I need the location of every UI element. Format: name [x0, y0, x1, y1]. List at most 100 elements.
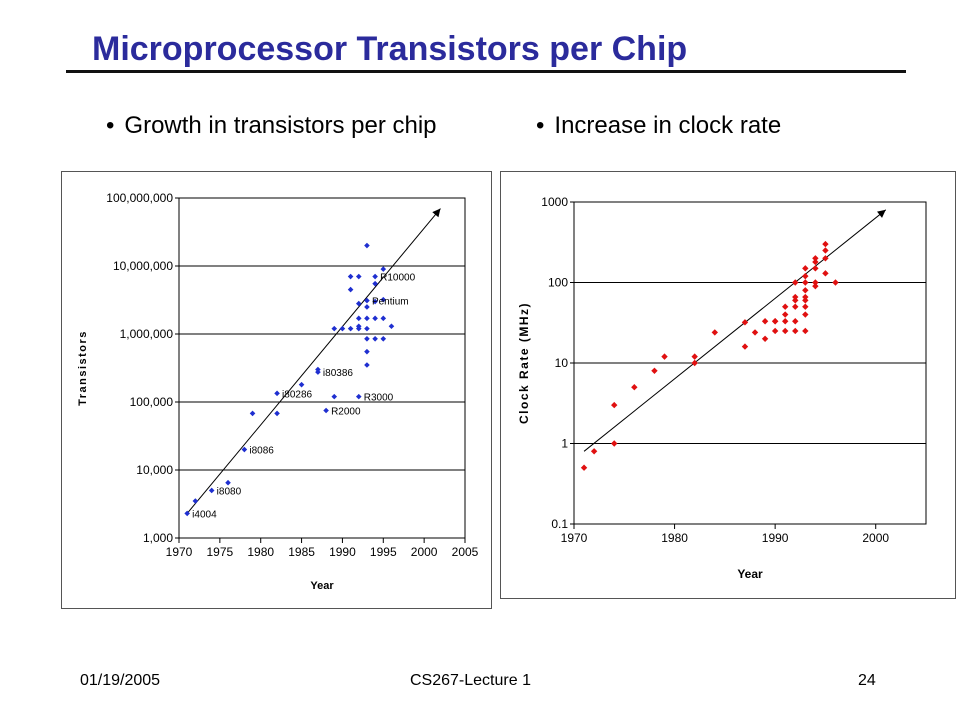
clock-data-point: [792, 303, 799, 310]
clock-data-point: [822, 247, 829, 254]
footer-date: 01/19/2005: [80, 672, 161, 689]
clock-y-tick-label: 10: [555, 356, 569, 370]
footer-course: CS267-Lecture 1: [410, 672, 531, 689]
bullet-dot: •: [106, 112, 115, 139]
clock-data-point: [822, 240, 829, 248]
clock-data-point: [782, 311, 789, 318]
transistors-x-axis-label: Year: [310, 580, 334, 592]
clock-data-point: [741, 319, 749, 326]
transistors-data-point: [355, 315, 362, 322]
clock-x-tick-label: 1980: [661, 531, 688, 545]
transistors-x-tick-label: 2000: [411, 545, 438, 559]
transistors-annotation-label: R3000: [364, 393, 394, 404]
transistors-data-point: [355, 300, 362, 307]
transistors-annotation-label: i8080: [217, 486, 242, 497]
clock-data-point: [812, 279, 819, 286]
clock-data-point: [802, 311, 809, 318]
transistors-trend-line: [186, 208, 441, 514]
clock-data-point: [792, 327, 799, 335]
transistors-annotation-label: i4004: [192, 509, 217, 520]
clock-rate-chart-frame: 0.1 1 10 100 1000 1970 1980 1990 2000 Year Clock R…: [500, 171, 956, 599]
clock-data-point: [822, 255, 829, 262]
clock-data-point: [802, 303, 809, 310]
transistors-data-point: [347, 286, 354, 293]
bullet-transistors-text: Growth in transistors per chip: [124, 112, 437, 139]
transistors-data-point: [331, 325, 338, 332]
transistors-data-point: [323, 407, 329, 414]
transistors-x-tick-label: 1970: [166, 545, 193, 559]
transistors-data-point: [339, 325, 346, 332]
transistors-data-point: [364, 348, 370, 355]
transistors-annotation-label: Pentium: [372, 297, 409, 308]
transistors-y-tick-label: 100,000,000: [106, 191, 173, 205]
clock-x-tick-label: 1990: [762, 531, 789, 545]
clock-data-point: [812, 265, 819, 272]
clock-data-point: [792, 279, 799, 286]
transistors-y-tick-label: 100,000: [130, 395, 174, 409]
transistors-data-point: [225, 479, 231, 486]
transistors-data-point: [364, 297, 370, 304]
clock-data-point: [802, 272, 809, 280]
transistors-data-point: [298, 381, 305, 388]
transistors-data-point: [380, 335, 387, 342]
clock-x-tick-label: 2000: [862, 531, 889, 545]
transistors-annotation-label: R10000: [380, 273, 415, 284]
transistors-y-tick-label: 10,000,000: [113, 259, 173, 273]
clock-data-point: [802, 287, 809, 294]
clock-data-point: [691, 353, 698, 360]
clock-y-tick-label: 0.1: [551, 517, 568, 531]
clock-trend-line: [583, 209, 887, 452]
clock-data-point: [812, 255, 819, 262]
clock-data-point: [792, 297, 799, 304]
transistors-data-point: [364, 335, 370, 342]
transistors-trend-arrowhead: [432, 208, 441, 218]
transistors-data-point: [372, 315, 378, 322]
clock-data-point: [590, 448, 598, 455]
transistors-data-point: [372, 335, 378, 342]
transistors-data-point: [347, 325, 354, 332]
transistors-data-point: [364, 362, 370, 368]
bullet-clock-text: Increase in clock rate: [554, 112, 782, 139]
transistors-data-point: [315, 366, 321, 373]
transistors-data-point: [241, 446, 248, 453]
transistors-data-point: [355, 273, 362, 280]
transistors-chart-frame: 1,000 10,000 100,000 1,000,000 10,000,000 100…: [61, 171, 492, 609]
bullet-clock: • Increase in clock rate: [536, 112, 781, 140]
transistors-y-tick-label: 1,000: [143, 531, 173, 545]
clock-data-point: [802, 279, 809, 286]
clock-x-axis-label: Year: [737, 567, 763, 581]
clock-data-point: [611, 401, 618, 409]
clock-trend-arrowhead: [877, 209, 886, 218]
clock-data-point: [802, 293, 809, 301]
clock-data-point: [832, 279, 839, 286]
clock-data-point: [741, 343, 749, 350]
transistors-data-point: [355, 323, 362, 330]
transistors-data-point: [364, 315, 370, 322]
clock-data-point: [751, 329, 759, 336]
transistors-x-tick-label: 1980: [247, 545, 274, 559]
clock-data-point: [792, 293, 799, 301]
bullet-transistors: • Growth in transistors per chip: [106, 112, 437, 140]
transistors-data-point: [372, 273, 378, 280]
transistors-x-tick-label: 1995: [370, 545, 397, 559]
clock-data-point: [661, 353, 668, 360]
transistors-annotation-label: R2000: [331, 406, 361, 417]
clock-data-point: [822, 270, 829, 277]
transistors-y-tick-label: 1,000,000: [120, 327, 174, 341]
transistors-data-point: [274, 390, 280, 397]
clock-data-point: [802, 265, 809, 272]
transistors-data-point: [208, 487, 215, 494]
clock-y-tick-label: 1000: [541, 195, 568, 209]
clock-y-tick-label: 100: [548, 276, 568, 290]
transistors-data-point: [364, 242, 370, 249]
transistors-data-point: [192, 498, 199, 504]
footer-page-number: 24: [858, 672, 876, 689]
transistors-data-point: [274, 410, 280, 417]
transistors-annotation-label: i80286: [282, 389, 312, 400]
transistors-annotation-label: i80386: [323, 368, 353, 379]
title-underline: [66, 70, 906, 73]
transistors-chart: 1,000 10,000 100,000 1,000,000 10,000,000 100…: [77, 191, 479, 592]
clock-x-tick-label: 1970: [561, 531, 588, 545]
clock-data-point: [782, 327, 789, 335]
transistors-data-point: [388, 323, 395, 330]
